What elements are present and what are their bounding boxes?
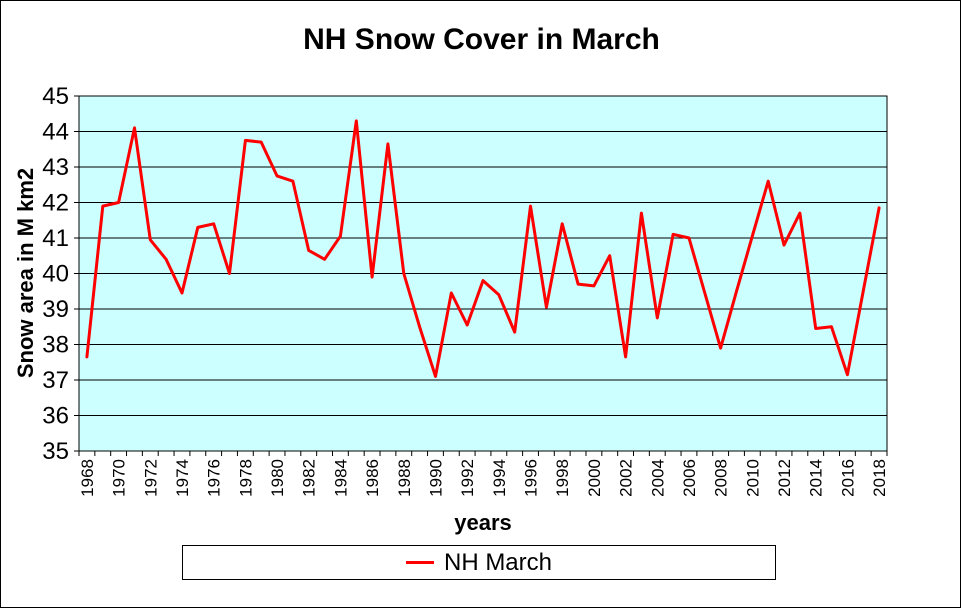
legend-line-sample xyxy=(405,561,434,564)
x-tick-label: 2012 xyxy=(775,459,794,497)
x-tick-label: 1968 xyxy=(78,459,97,497)
x-tick-label: 2006 xyxy=(680,459,699,497)
x-tick-label: 1974 xyxy=(173,459,192,497)
x-tick-label: 2002 xyxy=(617,459,636,497)
y-tick-label: 41 xyxy=(42,225,69,252)
x-tick-label: 1986 xyxy=(363,459,382,497)
x-tick-label: 1982 xyxy=(300,459,319,497)
x-tick-label: 1980 xyxy=(268,459,287,497)
x-tick-label: 1978 xyxy=(236,459,255,497)
legend-series-label: NH March xyxy=(443,548,552,576)
x-tick-label: 1988 xyxy=(395,459,414,497)
y-tick-label: 37 xyxy=(42,367,69,394)
x-tick-label: 2010 xyxy=(743,459,762,497)
x-tick-label: 1976 xyxy=(205,459,224,497)
x-tick-label: 1990 xyxy=(426,459,445,497)
legend: NH March xyxy=(182,545,776,580)
y-tick-label: 43 xyxy=(42,154,69,181)
x-tick-label: 2014 xyxy=(807,459,826,497)
y-tick-label: 44 xyxy=(42,119,69,146)
x-tick-label: 1992 xyxy=(458,459,477,497)
y-tick-label: 35 xyxy=(42,438,69,465)
x-tick-label: 1970 xyxy=(110,459,129,497)
x-tick-label: 2016 xyxy=(838,459,857,497)
x-tick-label: 1998 xyxy=(553,459,572,497)
series-line-nh-march xyxy=(85,119,881,378)
y-tick-label: 42 xyxy=(42,190,69,217)
y-tick-label: 38 xyxy=(42,332,69,359)
x-tick-label: 2008 xyxy=(712,459,731,497)
x-tick-label: 2004 xyxy=(648,459,667,497)
x-tick-label: 1996 xyxy=(522,459,541,497)
x-tick-label: 1984 xyxy=(331,459,350,497)
x-axis-title: years xyxy=(454,510,512,535)
y-tick-label: 45 xyxy=(42,83,69,110)
x-tick-label: 2018 xyxy=(870,459,889,497)
y-tick-label: 36 xyxy=(42,403,69,430)
y-tick-label: 39 xyxy=(42,296,69,323)
y-tick-label: 40 xyxy=(42,261,69,288)
chart-title: NH Snow Cover in March xyxy=(303,23,660,56)
x-tick-label: 1972 xyxy=(141,459,160,497)
x-tick-label: 2000 xyxy=(585,459,604,497)
y-axis-title: Snow area in M km2 xyxy=(13,167,38,379)
x-tick-label: 1994 xyxy=(490,459,509,497)
